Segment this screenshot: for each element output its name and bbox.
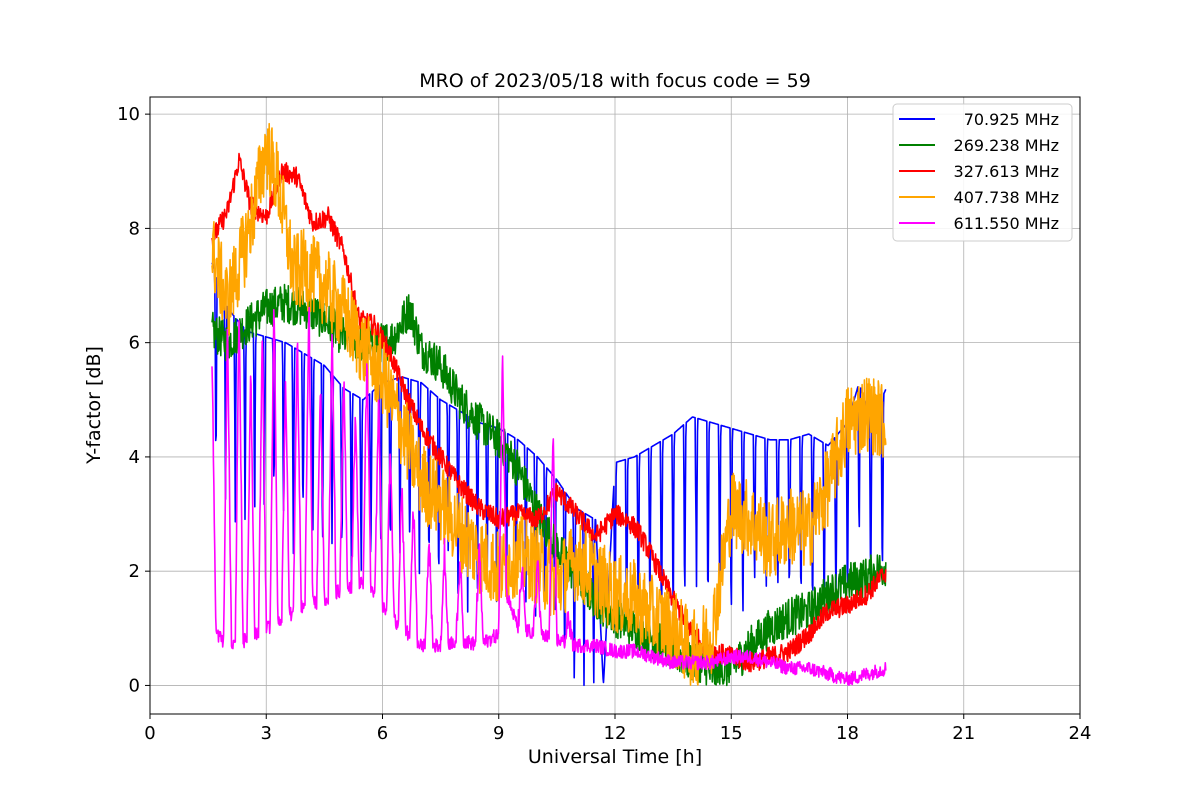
y-axis-label: Y-factor [dB]: [83, 346, 105, 465]
legend-entry-label: 269.238 MHz: [954, 136, 1059, 155]
x-tick-label: 15: [720, 723, 743, 744]
series-line-4: [211, 122, 887, 686]
y-tick-label: 0: [129, 675, 140, 696]
legend: 70.925 MHz 269.238 MHz 327.613 MHz 407.738 …: [892, 103, 1073, 242]
y-tick-label: 8: [129, 218, 140, 239]
x-tick-label: 18: [836, 723, 859, 744]
x-tick-label: 9: [493, 723, 504, 744]
x-tick-label: 12: [604, 723, 627, 744]
series-line-1: [211, 262, 887, 687]
legend-entry-label: 327.613 MHz: [954, 162, 1059, 181]
series-layer: [211, 122, 887, 687]
y-tick-label: 4: [129, 447, 140, 468]
x-tick-label: 24: [1069, 723, 1092, 744]
legend-entry-label: 70.925 MHz: [964, 110, 1059, 129]
series-line-3: [211, 152, 887, 673]
legend-entry-label: 611.550 MHz: [954, 214, 1059, 233]
x-axis-label: Universal Time [h]: [528, 746, 702, 768]
chart-title: MRO of 2023/05/18 with focus code = 59: [419, 70, 811, 92]
x-tick-label: 0: [144, 723, 155, 744]
y-tick-label: 6: [129, 333, 140, 354]
legend-box: [892, 103, 1073, 242]
series-group: [211, 122, 887, 687]
x-tick-label: 6: [377, 723, 388, 744]
legend-entry-label: 407.738 MHz: [954, 188, 1059, 207]
x-tick-label: 3: [261, 723, 272, 744]
x-tick-label: 21: [952, 723, 975, 744]
y-tick-label: 10: [117, 104, 140, 125]
y-tick-label: 2: [129, 561, 140, 582]
series-line-2: [211, 283, 887, 687]
series-line-5: [211, 306, 887, 686]
